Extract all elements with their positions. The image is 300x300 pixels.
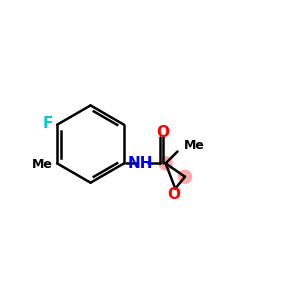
Text: NH: NH <box>128 156 153 171</box>
Circle shape <box>178 170 191 183</box>
Text: O: O <box>156 125 169 140</box>
Text: O: O <box>167 187 180 202</box>
Circle shape <box>159 157 172 170</box>
Text: Me: Me <box>184 139 204 152</box>
Text: F: F <box>42 116 52 131</box>
Text: Me: Me <box>32 158 52 171</box>
